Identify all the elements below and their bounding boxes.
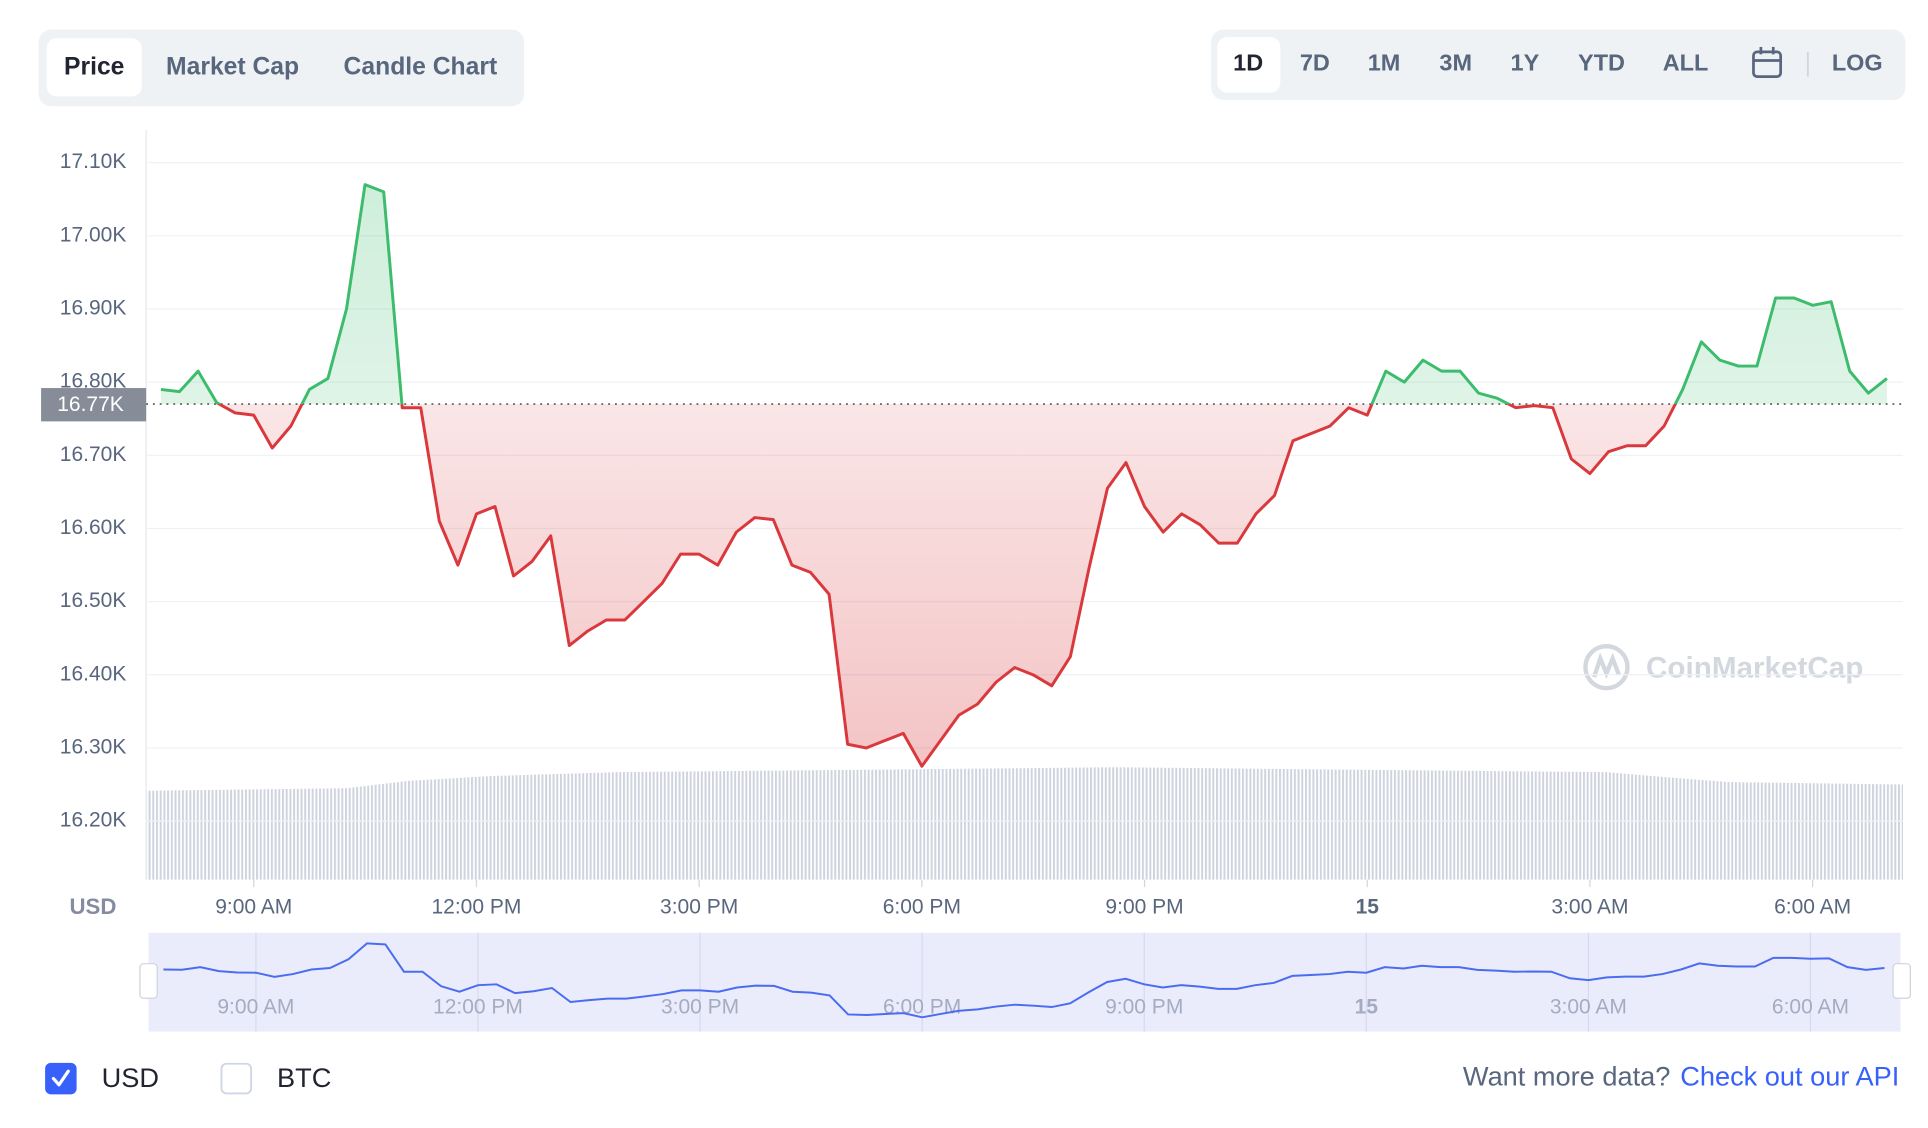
log-button[interactable]: LOG (1832, 49, 1883, 75)
x-tick-label: 3:00 AM (1551, 896, 1628, 919)
range-button[interactable]: ALL (1663, 49, 1709, 75)
y-tick-label: 16.80K (60, 370, 127, 393)
baseline-label: 16.77K (57, 393, 124, 416)
navigator-tick-label: 15 (1355, 996, 1379, 1019)
y-tick-label: 16.70K (60, 443, 127, 466)
y-tick-label: 16.40K (60, 662, 127, 685)
footer: Want more data? Check out our API (1463, 1061, 1899, 1092)
y-tick-label: 17.00K (60, 223, 127, 246)
api-link[interactable]: Check out our API (1680, 1061, 1899, 1092)
tab-selected (46, 38, 142, 97)
range-button[interactable]: 1D (1233, 49, 1263, 75)
range-button[interactable]: YTD (1578, 49, 1625, 75)
range-button[interactable]: 1Y (1511, 49, 1540, 75)
calendar-icon[interactable] (1752, 46, 1783, 78)
checkbox[interactable] (45, 1062, 77, 1095)
y-axis-label: USD (70, 894, 117, 919)
checkbox[interactable] (220, 1062, 253, 1095)
navigator-tick-label: 3:00 AM (1550, 996, 1627, 1019)
navigator[interactable] (148, 932, 1901, 1032)
navigator-tick-label: 9:00 PM (1105, 996, 1183, 1019)
tab[interactable]: Price (64, 53, 124, 80)
x-tick-label: 12:00 PM (432, 896, 522, 919)
navigator-tick-label: 6:00 PM (883, 996, 961, 1019)
navigator-tick-label: 6:00 AM (1772, 996, 1849, 1019)
navigator-handle[interactable] (139, 963, 158, 999)
check-mark (51, 1069, 70, 1087)
x-tick-label: 9:00 AM (215, 896, 292, 919)
navigator-handle[interactable] (1892, 963, 1912, 999)
x-tick-label: 6:00 AM (1774, 896, 1851, 919)
y-tick-label: 16.50K (60, 589, 127, 612)
currency-label[interactable]: USD (102, 1062, 159, 1093)
navigator-tick-label: 9:00 AM (217, 996, 294, 1019)
navigator-tick-label: 3:00 PM (661, 996, 739, 1019)
tab-group (38, 29, 525, 107)
y-tick-label: 16.30K (60, 736, 127, 759)
y-tick-label: 17.10K (60, 150, 127, 173)
watermark-logo (1583, 643, 1630, 691)
y-tick-label: 16.90K (60, 297, 127, 320)
range-group (1211, 29, 1906, 101)
tab[interactable]: Market Cap (166, 53, 299, 80)
x-tick-label: 3:00 PM (660, 896, 738, 919)
y-tick-label: 16.60K (60, 516, 127, 539)
range-button[interactable]: 3M (1439, 49, 1472, 75)
watermark: CoinMarketCap (1646, 651, 1863, 684)
volume-bars (146, 767, 1903, 880)
navigator-line (163, 942, 1885, 1019)
y-tick-label: 16.20K (60, 809, 127, 832)
footer-text: Want more data? (1463, 1061, 1670, 1092)
range-selected (1217, 37, 1281, 93)
x-tick-label: 6:00 PM (883, 896, 961, 919)
range-button[interactable]: 7D (1300, 49, 1330, 75)
navigator-tick-label: 12:00 PM (433, 996, 523, 1019)
currency-label[interactable]: BTC (277, 1062, 331, 1093)
price-line-down (216, 404, 1677, 768)
x-tick-label: 9:00 PM (1105, 896, 1183, 919)
tab[interactable]: Candle Chart (344, 53, 498, 80)
range-button[interactable]: 1M (1368, 49, 1401, 75)
baseline-label-box (41, 388, 147, 422)
x-tick-label: 15 (1356, 896, 1380, 919)
area-up (160, 184, 1887, 405)
area-down (160, 404, 1887, 767)
